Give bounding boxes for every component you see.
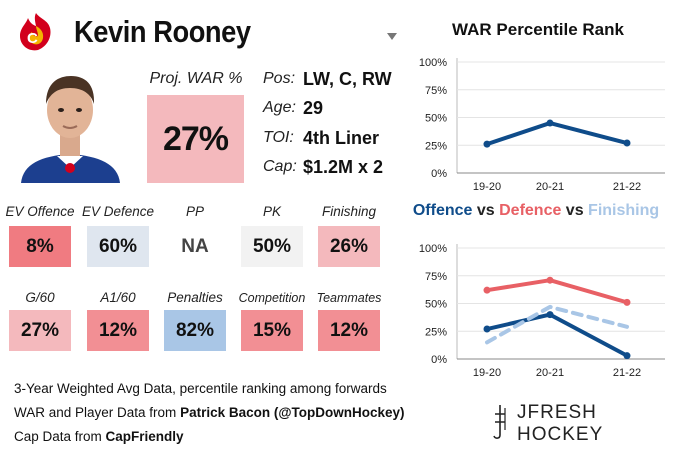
offence-defence-finishing-chart: 0% 25% 50% 75% 100% 19-20 20-21 21-22 <box>400 234 675 384</box>
footer-war-source: WAR and Player Data from Patrick Bacon (… <box>14 405 405 420</box>
bio-value-toi: 4th Liner <box>303 128 379 149</box>
footer-cap-source-prefix: Cap Data from <box>14 429 106 444</box>
stat-value-competition: 15% <box>241 310 303 351</box>
chart1-series-war-point <box>547 120 554 127</box>
jfresh-logo-icon <box>493 404 507 445</box>
stat-value-penalties: 82% <box>164 310 226 351</box>
stat-label-a160: A1/60 <box>82 290 154 305</box>
chart1-series-war-point <box>484 141 491 148</box>
chart2-series-offence-point <box>624 352 631 359</box>
chart1-title: WAR Percentile Rank <box>418 20 658 40</box>
stat-value-ev-offence: 8% <box>9 226 71 267</box>
chart2-series-offence-point <box>547 311 554 318</box>
chart2-title-defence: Defence <box>499 202 561 219</box>
stat-value-a160: 12% <box>87 310 149 351</box>
chart2-title-finishing: Finishing <box>588 202 659 219</box>
bio-label-cap: Cap: <box>263 158 303 176</box>
chart2-y-tick-label: 50% <box>425 299 447 311</box>
stat-value-g60: 27% <box>9 310 71 351</box>
stat-label-g60: G/60 <box>4 290 76 305</box>
chart1-series-war-line <box>487 123 627 144</box>
chart2-y-tick-label: 0% <box>431 354 447 366</box>
chart2-series-defence-line <box>487 280 627 302</box>
bio-value-pos: LW, C, RW <box>303 69 392 90</box>
footer-cap-source-name: CapFriendly <box>106 429 184 444</box>
chart2-series-defence-point <box>547 277 554 284</box>
chart1-y-tick-label: 25% <box>425 140 447 152</box>
brand-text: JFRESH HOCKEY <box>517 402 680 446</box>
chart1-y-tick-label: 0% <box>431 168 447 180</box>
chart2-x-tick-label: 19-20 <box>473 367 501 379</box>
chart2-y-tick-label: 25% <box>425 326 447 338</box>
chart1-x-tick-label: 19-20 <box>473 181 501 193</box>
stat-label-pp: PP <box>159 204 231 219</box>
bio-label-pos: Pos: <box>263 70 303 88</box>
stat-label-teammates: Teammates <box>313 291 385 305</box>
chart2-series-defence-point <box>484 287 491 294</box>
bio-label-toi: TOI: <box>263 129 303 147</box>
stat-label-ev-offence: EV Offence <box>4 204 76 219</box>
bio-value-age: 29 <box>303 98 323 119</box>
stat-label-finishing: Finishing <box>313 204 385 219</box>
bio-label-age: Age: <box>263 99 303 117</box>
chart2-title-offence: Offence <box>413 202 473 219</box>
footer-note: 3-Year Weighted Avg Data, percentile ran… <box>14 381 387 396</box>
stat-label-competition: Competition <box>236 291 308 305</box>
stat-value-finishing: 26% <box>318 226 380 267</box>
chart2-series-defence-point <box>624 299 631 306</box>
chart1-y-tick-label: 75% <box>425 85 447 97</box>
stat-value-pp: NA <box>164 226 226 267</box>
chart2-x-tick-label: 21-22 <box>613 367 641 379</box>
chart2-title: Offence vs Defence vs Finishing <box>402 202 670 220</box>
footer-war-source-name: Patrick Bacon (@TopDownHockey) <box>180 405 404 420</box>
chart1-y-tick-label: 50% <box>425 113 447 125</box>
stat-label-ev-defence: EV Defence <box>82 204 154 219</box>
chart1-y-tick-label: 100% <box>419 57 447 69</box>
chart2-series-offence-point <box>484 326 491 333</box>
brand: JFRESH HOCKEY <box>493 406 680 442</box>
stat-value-pk: 50% <box>241 226 303 267</box>
stat-label-pk: PK <box>236 204 308 219</box>
chart2-y-tick-label: 75% <box>425 271 447 283</box>
chart1-x-tick-label: 20-21 <box>536 181 564 193</box>
player-name: Kevin Rooney <box>74 14 251 50</box>
stat-label-penalties: Penalties <box>159 290 231 305</box>
footer-war-source-prefix: WAR and Player Data from <box>14 405 180 420</box>
chart2-y-tick-label: 100% <box>419 243 447 255</box>
caret-down-icon[interactable] <box>387 28 397 36</box>
chart2-x-tick-label: 20-21 <box>536 367 564 379</box>
calgary-flames-logo-icon: C <box>14 10 58 54</box>
proj-war-value: 27% <box>147 95 244 183</box>
player-headshot-icon <box>13 68 128 183</box>
chart2-title-vs2: vs <box>561 202 588 219</box>
proj-war-label: Proj. WAR % <box>146 70 246 88</box>
stat-value-teammates: 12% <box>318 310 380 351</box>
war-percentile-chart: 0% 25% 50% 75% 100% 19-20 20-21 21-22 <box>400 48 675 198</box>
stat-value-ev-defence: 60% <box>87 226 149 267</box>
bio-value-cap: $1.2M x 2 <box>303 157 383 178</box>
footer-cap-source: Cap Data from CapFriendly <box>14 429 184 444</box>
chart1-series-war-point <box>624 140 631 147</box>
svg-text:C: C <box>27 30 38 47</box>
chart1-x-tick-label: 21-22 <box>613 181 641 193</box>
chart2-title-vs1: vs <box>472 202 499 219</box>
